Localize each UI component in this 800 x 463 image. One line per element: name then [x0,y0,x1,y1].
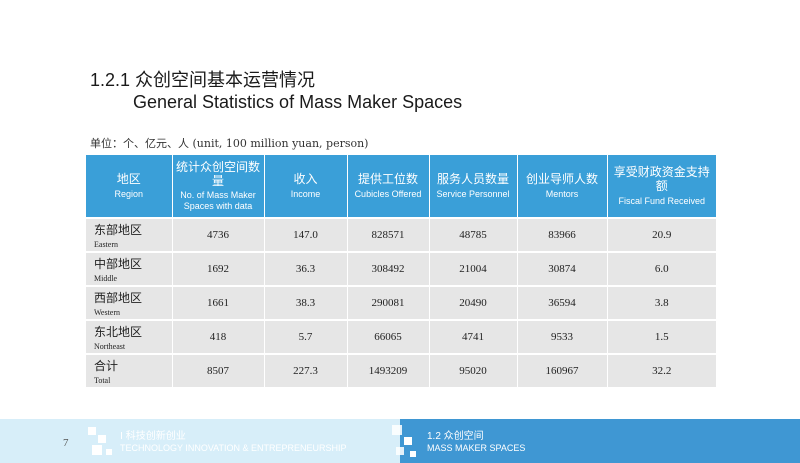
value-cell: 9533 [516,319,607,354]
region-name-en: Northeast [94,342,126,351]
header-cubicles-cn: 提供工位数 [357,171,418,186]
decor-square [404,437,412,445]
header-spaces: 统计众创空间数量 No. of Mass Maker Spaces with da… [171,155,264,218]
footer-section-left: Ⅰ 科技创新创业 TECHNOLOGY INNOVATION & ENTREPR… [120,431,347,454]
decor-square [92,445,102,455]
region-cell: 东北地区 Northeast [86,319,172,354]
header-personnel: 服务人员数量 Service Personnel [428,155,517,218]
value-cell: 83966 [516,217,607,252]
value-cell: 308492 [346,251,429,286]
unit-note: 单位：个、亿元、人 (unit, 100 million yuan, perso… [90,137,369,150]
decor-square [88,427,96,435]
value-cell: 8507 [171,353,264,387]
header-personnel-en: Service Personnel [436,188,510,199]
footer-left-en: TECHNOLOGY INNOVATION & ENTREPRENEURSHIP [120,443,347,453]
header-region-cn: 地区 [116,171,141,186]
decor-square [410,451,416,457]
table-row: 东北地区 Northeast 418 5.7 66065 4741 9533 1.5 [86,319,716,354]
value-cell: 418 [171,319,264,354]
page-title-en: General Statistics of Mass Maker Spaces [133,92,463,112]
value-cell: 147.0 [263,217,347,252]
table-row: 西部地区 Western 1661 38.3 290081 20490 36594 3.8 [86,285,716,320]
value-cell: 1493209 [346,353,429,387]
table-row: 中部地区 Middle 1692 36.3 308492 21004 30874 6.0 [86,251,716,286]
decor-square [396,447,404,455]
value-cell: 4736 [171,217,264,252]
statistics-table: 地区 Region 统计众创空间数量 No. of Mass Maker Space… [86,155,716,387]
decor-square [106,449,112,455]
value-cell: 227.3 [263,353,347,387]
value-cell: 30874 [516,251,607,286]
footer-bar: 7 Ⅰ 科技创新创业 TECHNOLOGY INNOVATION & ENTRE… [0,419,800,463]
value-cell: 20490 [428,285,517,320]
footer-left-cn: Ⅰ 科技创新创业 [120,431,186,442]
value-cell: 5.7 [263,319,347,354]
header-income-en: Income [290,188,321,199]
value-cell: 3.8 [606,285,716,320]
header-fiscal-cn: 享受财政资金支持额 [613,165,710,193]
region-name-cn: 西部地区 [94,291,143,305]
page-title-cn: 1.2.1 众创空间基本运营情况 [90,70,316,90]
value-cell: 38.3 [263,285,347,320]
footer-right-en: MASS MAKER SPACES [427,443,526,453]
value-cell: 20.9 [606,217,716,252]
region-name-cn: 东部地区 [94,223,143,237]
page-number: 7 [63,437,69,449]
region-name-cn: 中部地区 [94,257,143,271]
header-cubicles: 提供工位数 Cubicles Offered [346,155,429,218]
table-header-row: 地区 Region 统计众创空间数量 No. of Mass Maker Space… [86,155,716,218]
region-name-en: Total [94,376,111,385]
header-region: 地区 Region [86,155,172,218]
footer-section-right: 1.2 众创空间 MASS MAKER SPACES [427,431,525,454]
header-personnel-cn: 服务人员数量 [436,171,509,186]
region-cell: 西部地区 Western [86,285,172,320]
header-income: 收入 Income [263,155,347,218]
footer-band-left [0,419,400,463]
table-row: 合计 Total 8507 227.3 1493209 95020 160967 32.2 [86,353,716,387]
region-name-en: Eastern [94,240,118,249]
header-mentors: 创业导师人数 Mentors [516,155,607,218]
value-cell: 1.5 [606,319,716,354]
value-cell: 160967 [516,353,607,387]
region-cell: 合计 Total [86,353,172,387]
decor-square [98,435,106,443]
region-name-en: Middle [94,274,118,283]
region-cell: 东部地区 Eastern [86,217,172,252]
region-name-en: Western [94,308,121,317]
header-spaces-en: No. of Mass Maker Spaces with data [180,190,256,211]
value-cell: 36.3 [263,251,347,286]
value-cell: 36594 [516,285,607,320]
footer-band-right [400,419,800,463]
header-mentors-cn: 创业导师人数 [525,171,598,186]
header-fiscal-en: Fiscal Fund Received [618,195,706,206]
header-cubicles-en: Cubicles Offered [354,188,422,199]
header-fiscal: 享受财政资金支持额 Fiscal Fund Received [606,155,716,218]
value-cell: 48785 [428,217,517,252]
header-mentors-en: Mentors [545,188,579,199]
header-spaces-cn: 统计众创空间数量 [175,159,260,188]
value-cell: 4741 [428,319,517,354]
value-cell: 828571 [346,217,429,252]
value-cell: 1692 [171,251,264,286]
value-cell: 1661 [171,285,264,320]
value-cell: 95020 [428,353,517,387]
value-cell: 21004 [428,251,517,286]
value-cell: 6.0 [606,251,716,286]
value-cell: 290081 [346,285,429,320]
footer-right-cn: 1.2 众创空间 [427,431,484,442]
region-name-cn: 合计 [94,359,119,373]
header-income-cn: 收入 [293,171,318,186]
table-row: 东部地区 Eastern 4736 147.0 828571 48785 83966 20.9 [86,217,716,252]
value-cell: 66065 [346,319,429,354]
header-region-en: Region [114,188,144,199]
decor-square [392,425,402,435]
region-name-cn: 东北地区 [94,325,143,339]
value-cell: 32.2 [606,353,716,387]
region-cell: 中部地区 Middle [86,251,172,286]
